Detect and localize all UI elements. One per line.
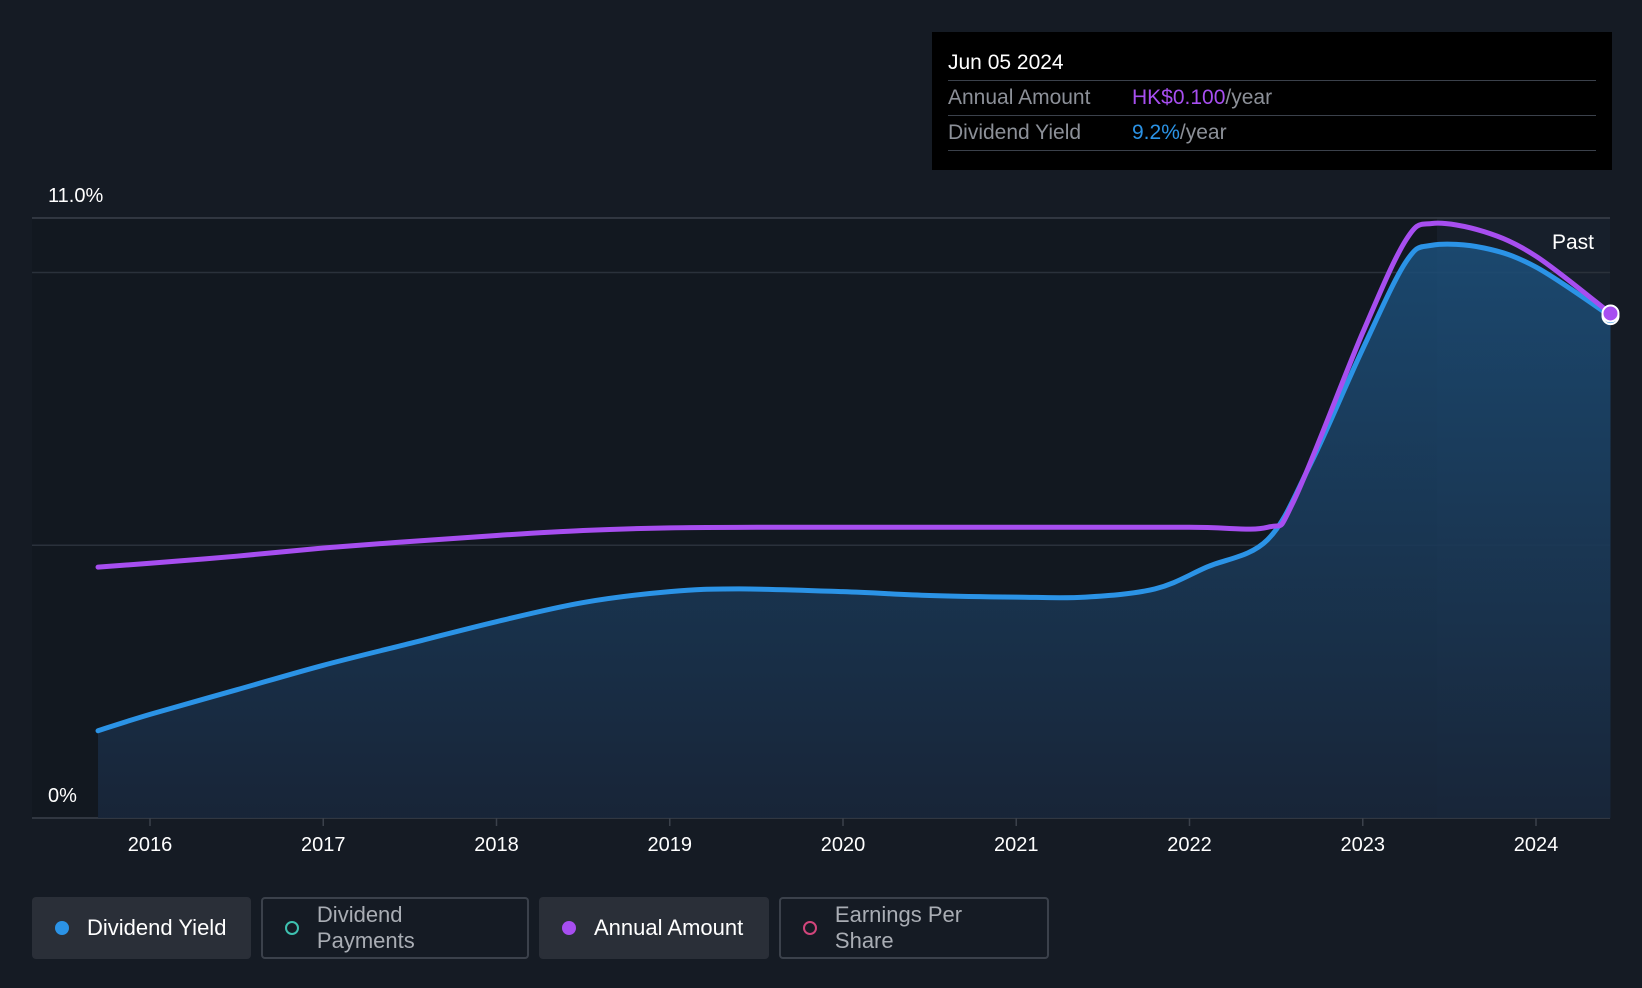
legend-ring-icon [285, 921, 299, 935]
legend-dividend-payments-button[interactable]: Dividend Payments [261, 897, 529, 959]
tooltip-annual-label: Annual Amount [948, 86, 1091, 109]
tooltip-annual-row: Annual Amount HK$0.100 /year [948, 81, 1596, 116]
tooltip: Jun 05 2024 Annual Amount HK$0.100 /year… [932, 32, 1612, 170]
legend-label: Earnings Per Share [834, 902, 963, 953]
annual-amount-line [95, 220, 1613, 570]
x-tick-label: 2016 [128, 834, 173, 856]
x-tick-label: 2021 [994, 834, 1039, 856]
y-axis-top-label: 11.0% [48, 185, 103, 207]
legend-earnings-per-share-button[interactable]: Earnings Per Share [779, 897, 1049, 959]
tooltip-yield-row: Dividend Yield 9.2% /year [948, 116, 1596, 151]
x-tick-label: 2024 [1514, 834, 1559, 856]
y-axis-bottom-label: 0% [48, 785, 77, 807]
legend: Dividend Yield Dividend Payments Annual … [32, 897, 1049, 959]
dividend-yield-area [98, 244, 1611, 818]
x-tick-label: 2019 [648, 834, 693, 856]
tooltip-annual-value: HK$0.100 [1132, 86, 1226, 109]
legend-label: Dividend Yield [87, 915, 227, 940]
tooltip-annual-unit: /year [1225, 86, 1273, 109]
tooltip-date: Jun 05 2024 [948, 48, 1596, 81]
tooltip-yield-unit: /year [1179, 121, 1227, 144]
legend-ring-icon [803, 921, 817, 935]
x-tick-label: 2017 [301, 834, 346, 856]
x-tick-label: 2022 [1167, 834, 1212, 856]
x-tick-label: 2018 [474, 834, 519, 856]
legend-annual-amount-button[interactable]: Annual Amount [539, 897, 769, 959]
dividend-yield-line [95, 241, 1613, 734]
x-tick-label: 2023 [1341, 834, 1386, 856]
legend-label: Annual Amount [594, 915, 744, 940]
legend-dot-icon [562, 921, 576, 935]
annual-amount-end-marker [1601, 304, 1620, 323]
past-label: Past [1552, 231, 1594, 254]
x-tick-label: 2020 [821, 834, 866, 856]
legend-dot-icon [55, 921, 69, 935]
legend-dividend-yield-button[interactable]: Dividend Yield [32, 897, 251, 959]
tooltip-yield-label: Dividend Yield [948, 121, 1082, 144]
legend-label: Dividend Payments [316, 902, 415, 953]
tooltip-yield-value: 9.2% [1132, 121, 1180, 144]
